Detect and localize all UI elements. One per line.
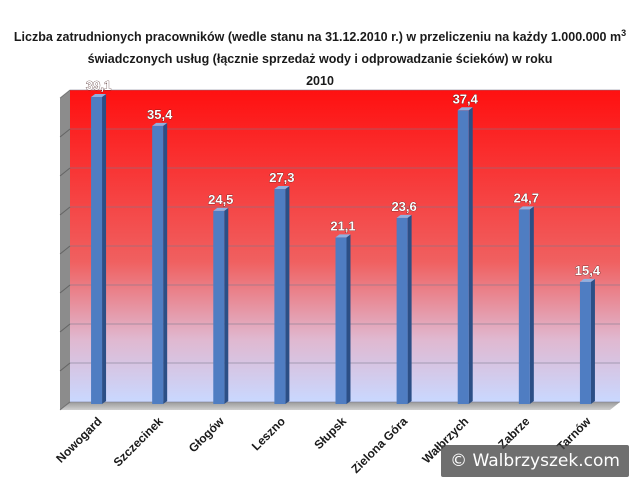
bar-side [468,107,473,404]
gridline-side [59,323,71,333]
bar-side [590,278,595,404]
bar-top [152,122,168,126]
bar-top [396,214,412,218]
value-label: 15,4 [575,263,601,278]
value-label: 23,6 [391,199,416,214]
category-label: Nowogard [53,414,104,465]
value-label: 37,4 [453,91,479,106]
category-label: Zielona Góra [348,414,410,476]
gridline-side [59,245,71,255]
category-label: Słupsk [311,414,349,452]
bar [213,210,225,404]
bar [274,189,286,404]
value-labels: 39,1 35,4 24,5 27,3 21,1 23,6 37,4 24,7 15,4 [86,78,602,278]
gridline-side [59,89,71,99]
bar-top [91,94,107,98]
bar-top [274,186,290,190]
bar-side [102,94,107,405]
bar-top [579,278,595,282]
chart-title: Liczba zatrudnionych pracowników (wedle … [0,22,640,92]
bar [152,125,164,404]
floor [60,402,620,410]
bar-top [518,206,534,210]
value-label: 35,4 [147,107,173,122]
bar [396,217,408,404]
gridline-side [59,284,71,294]
bars [91,94,595,405]
watermark: © Walbrzyszek.com [441,445,629,477]
gridline-side [59,401,71,411]
value-label: 21,1 [330,218,355,233]
bar [579,281,591,404]
value-label: 39,1 [86,78,111,93]
value-label: 24,7 [514,190,539,205]
bar-top [213,207,229,211]
bar [518,209,530,404]
bar-top [335,234,351,238]
gridline-side [59,362,71,372]
value-label: 24,5 [208,192,233,207]
bar-side [224,207,229,404]
bar-side [407,214,412,404]
bar-top [457,107,473,111]
bar [335,237,347,404]
gridline-side [59,167,71,177]
bar-side [163,122,168,404]
bar [457,110,469,404]
bar-side [346,234,351,404]
bar-side [285,186,290,404]
title-line-1: Liczba zatrudnionych pracowników (wedle … [13,28,627,45]
gridline-side [59,128,71,138]
title-line-3: 2010 [306,74,334,89]
title-line-2: świadczonych usług (łącznie sprzedaż wod… [87,52,553,67]
category-label: Głogów [186,414,227,455]
bar-side [529,206,534,404]
category-label: Leszno [249,414,288,453]
value-label: 27,3 [269,170,294,185]
gridline-side [59,206,71,216]
category-label: Szczecinek [111,414,166,469]
bar [91,97,103,405]
